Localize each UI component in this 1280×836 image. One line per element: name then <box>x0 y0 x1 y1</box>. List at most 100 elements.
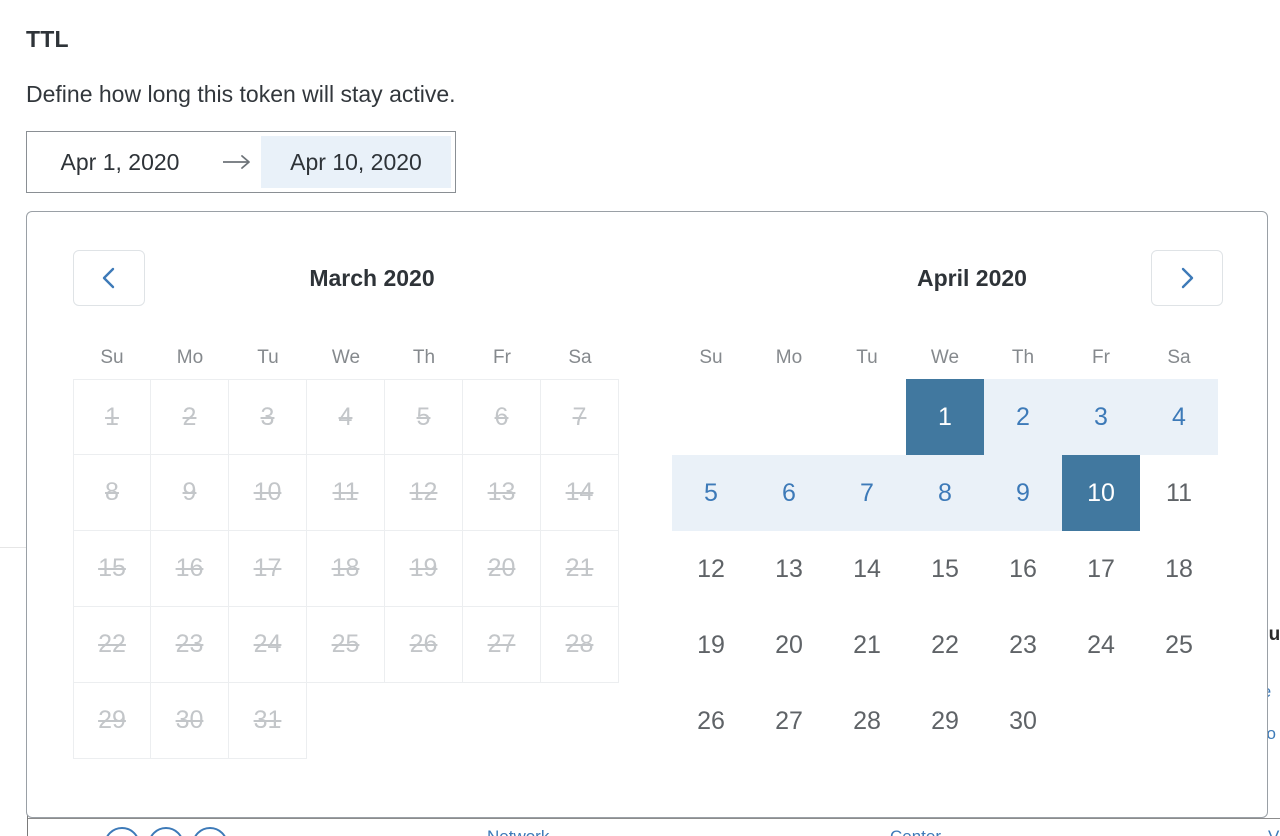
day-cell-2[interactable]: 2 <box>984 379 1062 455</box>
day-cell-19[interactable]: 19 <box>697 630 725 659</box>
day-cell-14: 14 <box>541 455 619 531</box>
day-cell-7[interactable]: 7 <box>828 455 906 531</box>
day-cell-9[interactable]: 9 <box>984 455 1062 531</box>
day-cell-31: 31 <box>229 683 307 759</box>
page-title: TTL <box>26 26 69 52</box>
day-cell-23[interactable]: 23 <box>1009 630 1037 659</box>
day-cell-14[interactable]: 14 <box>853 554 881 583</box>
calendar-month-march: Su Mo Tu We Th Fr Sa 1 2 3 4 5 6 7 8 9 10 11 12 13 14 15 16 17… <box>73 337 621 759</box>
weekday-tu: Tu <box>856 347 878 368</box>
day-cell-empty <box>828 379 906 455</box>
day-cell-28[interactable]: 28 <box>853 706 881 735</box>
day-cell-4[interactable]: 4 <box>1140 379 1218 455</box>
avatar-circle <box>192 827 228 836</box>
day-cell-17[interactable]: 17 <box>1087 554 1115 583</box>
day-cell-9: 9 <box>151 455 229 531</box>
arrow-right-icon <box>213 132 261 192</box>
day-cell-10[interactable]: 10 <box>1062 455 1140 531</box>
background-footer-center[interactable]: Center <box>890 827 941 836</box>
weekday-we: We <box>930 347 960 368</box>
day-grid-march: 1 2 3 4 5 6 7 8 9 10 11 12 13 14 15 16 17 18 19 20 21 22 23 24 2… <box>73 379 621 759</box>
date-range-start-field[interactable]: Apr 1, 2020 <box>60 148 180 175</box>
weekday-sa: Sa <box>1167 347 1191 368</box>
day-cell-20[interactable]: 20 <box>775 630 803 659</box>
day-cell-26[interactable]: 26 <box>697 706 725 735</box>
day-cell-12: 12 <box>385 455 463 531</box>
day-cell-29: 29 <box>73 683 151 759</box>
weekday-we: We <box>331 347 361 368</box>
weekday-th: Th <box>412 347 436 368</box>
background-horizontal-rule <box>0 547 27 548</box>
day-cell-24[interactable]: 24 <box>1087 630 1115 659</box>
day-cell-23: 23 <box>151 607 229 683</box>
date-range-end-field[interactable]: Apr 10, 2020 <box>261 136 451 188</box>
weekday-mo: Mo <box>775 347 803 368</box>
day-cell-25: 25 <box>307 607 385 683</box>
day-cell-25[interactable]: 25 <box>1165 630 1193 659</box>
next-month-button[interactable] <box>1151 250 1223 306</box>
day-cell-7: 7 <box>541 379 619 455</box>
day-cell-20: 20 <box>463 531 541 607</box>
day-cell-12[interactable]: 12 <box>697 554 725 583</box>
day-cell-19: 19 <box>385 531 463 607</box>
day-cell-21[interactable]: 21 <box>853 630 881 659</box>
date-range-input[interactable]: Apr 1, 2020 Apr 10, 2020 <box>26 131 456 193</box>
avatar-circle <box>148 827 184 836</box>
background-avatar-group <box>104 827 228 836</box>
day-cell-16: 16 <box>151 531 229 607</box>
day-cell-5[interactable]: 5 <box>672 455 750 531</box>
weekday-th: Th <box>1011 347 1035 368</box>
chevron-left-icon <box>101 266 117 290</box>
chevron-right-icon <box>1179 266 1195 290</box>
day-cell-27[interactable]: 27 <box>775 706 803 735</box>
day-cell-24: 24 <box>229 607 307 683</box>
day-cell-15[interactable]: 15 <box>931 554 959 583</box>
day-cell-27: 27 <box>463 607 541 683</box>
day-cell-17: 17 <box>229 531 307 607</box>
day-cell-18[interactable]: 18 <box>1165 554 1193 583</box>
day-cell-11[interactable]: 11 <box>1166 478 1192 507</box>
month-label-left: March 2020 <box>309 265 435 291</box>
day-cell-28: 28 <box>541 607 619 683</box>
weekday-header-row-left: Su Mo Tu We Th Fr Sa <box>73 337 621 379</box>
weekday-sa: Sa <box>568 347 592 368</box>
day-cell-empty <box>463 683 541 759</box>
day-cell-13[interactable]: 13 <box>775 554 803 583</box>
day-cell-2: 2 <box>151 379 229 455</box>
day-cell-6[interactable]: 6 <box>750 455 828 531</box>
background-footer-network[interactable]: Network <box>487 827 549 836</box>
day-cell-5: 5 <box>385 379 463 455</box>
day-cell-empty <box>750 379 828 455</box>
weekday-tu: Tu <box>257 347 279 368</box>
day-cell-18: 18 <box>307 531 385 607</box>
month-label-right: April 2020 <box>917 265 1027 291</box>
day-cell-30: 30 <box>151 683 229 759</box>
day-cell-6: 6 <box>463 379 541 455</box>
day-cell-22[interactable]: 22 <box>931 630 959 659</box>
day-cell-1[interactable]: 1 <box>906 379 984 455</box>
avatar-circle <box>104 827 140 836</box>
weekday-mo: Mo <box>176 347 204 368</box>
day-cell-30[interactable]: 30 <box>1009 706 1037 735</box>
day-cell-11: 11 <box>307 455 385 531</box>
day-grid-april: 1 2 3 4 5 6 7 8 9 10 11 12 13 14 15 16 17 18 19 20 21 22 23 24 2… <box>672 379 1220 759</box>
background-footer: Network Center Vi <box>0 819 1280 836</box>
day-cell-29[interactable]: 29 <box>931 706 959 735</box>
day-cell-8[interactable]: 8 <box>906 455 984 531</box>
day-cell-empty <box>1062 683 1140 759</box>
day-cell-empty <box>307 683 385 759</box>
day-cell-3[interactable]: 3 <box>1062 379 1140 455</box>
day-cell-empty <box>672 379 750 455</box>
background-footer-view[interactable]: Vi <box>1268 827 1280 836</box>
previous-month-button[interactable] <box>73 250 145 306</box>
day-cell-16[interactable]: 16 <box>1009 554 1037 583</box>
weekday-su: Su <box>100 347 124 368</box>
day-cell-8: 8 <box>73 455 151 531</box>
day-cell-22: 22 <box>73 607 151 683</box>
day-cell-empty <box>1140 683 1218 759</box>
day-cell-13: 13 <box>463 455 541 531</box>
day-cell-1: 1 <box>73 379 151 455</box>
calendar-month-april: Su Mo Tu We Th Fr Sa 1 2 3 4 5 6 7 8 9 10 11 12 13 14 15 16 17… <box>672 337 1220 759</box>
calendar-header: March 2020 April 2020 <box>27 212 1267 337</box>
